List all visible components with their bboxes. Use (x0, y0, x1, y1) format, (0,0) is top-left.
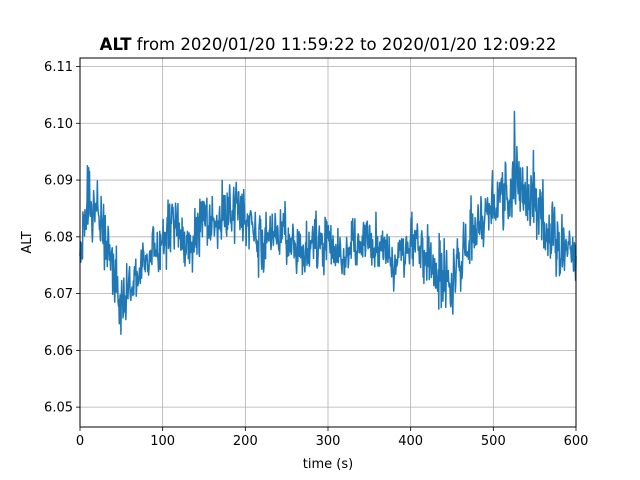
chart-title-bold: ALT (100, 35, 133, 54)
x-axis-ticks: 0 100 200 300 400 500 600 (76, 427, 589, 449)
data-series (79, 110, 577, 336)
y-tick-label: 6.09 (44, 174, 73, 189)
y-tick-label: 6.11 (44, 60, 73, 75)
y-tick-label: 6.08 (44, 230, 73, 245)
y-axis-ticks: 6.05 6.06 6.07 6.08 6.09 6.10 6.11 (44, 60, 80, 416)
y-tick-label: 6.06 (44, 344, 73, 359)
series-line (79, 110, 577, 336)
x-tick-label: 500 (481, 434, 506, 449)
x-tick-label: 300 (316, 434, 341, 449)
x-tick-label: 100 (150, 434, 175, 449)
y-tick-label: 6.07 (44, 287, 73, 302)
x-axis-label: time (s) (303, 457, 353, 472)
x-tick-label: 600 (564, 434, 589, 449)
x-tick-label: 0 (76, 434, 84, 449)
x-tick-label: 200 (233, 434, 258, 449)
y-tick-label: 6.05 (44, 401, 73, 416)
x-tick-label: 400 (398, 434, 423, 449)
y-tick-label: 6.10 (44, 117, 73, 132)
chart-title-rest: from 2020/01/20 11:59:22 to 2020/01/20 1… (131, 35, 556, 54)
chart-title: ALT from 2020/01/20 11:59:22 to 2020/01/… (100, 35, 557, 54)
y-axis-label: ALT (20, 231, 35, 253)
